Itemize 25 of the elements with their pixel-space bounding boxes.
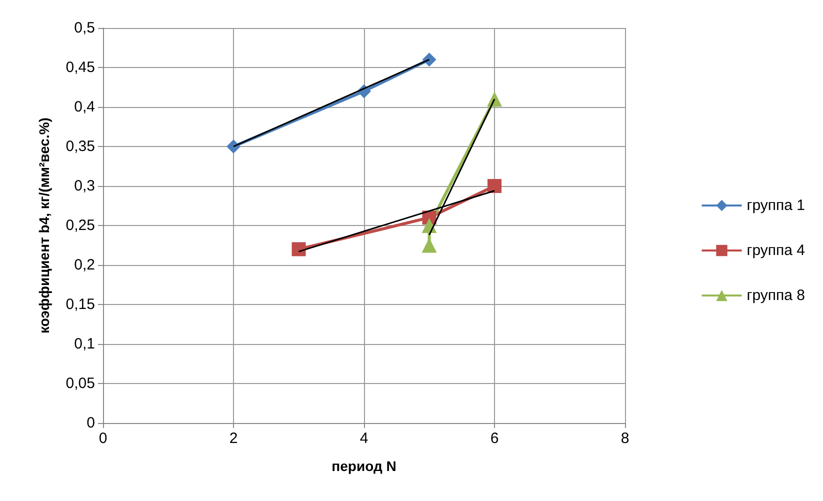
legend-label: группа 1 [746, 197, 806, 214]
y-tick-label: 0,35 [66, 138, 95, 155]
y-tick-label: 0,05 [66, 375, 95, 392]
y-tick-label: 0,1 [74, 336, 95, 352]
y-tick-label: 0,15 [66, 296, 95, 313]
y-tick-label: 0,45 [66, 59, 95, 76]
point [488, 179, 502, 193]
y-axis-title: коэффициент b4, кг/(мм²вес.%) [36, 118, 52, 334]
y-tick-label: 0,2 [74, 256, 95, 274]
point [422, 52, 436, 67]
y-tick-label: 0 [86, 414, 95, 432]
y-tick-label: 0,3 [74, 178, 95, 194]
x-tick-label: 0 [98, 430, 108, 447]
x-tick-label: 2 [229, 430, 238, 447]
x-tick-label: 8 [620, 430, 630, 447]
point [292, 242, 306, 256]
legend-label: группа 4 [746, 242, 806, 259]
point [226, 140, 240, 154]
y-tick-label: 0,25 [66, 217, 95, 234]
x-tick-label: 4 [360, 430, 368, 447]
y-tick-label: 0,5 [74, 20, 95, 36]
x-tick-label: 6 [490, 430, 499, 447]
x-axis-title: период N [332, 458, 396, 474]
y-tick-label: 0,4 [74, 98, 95, 116]
legend-label: группа 8 [746, 287, 806, 304]
